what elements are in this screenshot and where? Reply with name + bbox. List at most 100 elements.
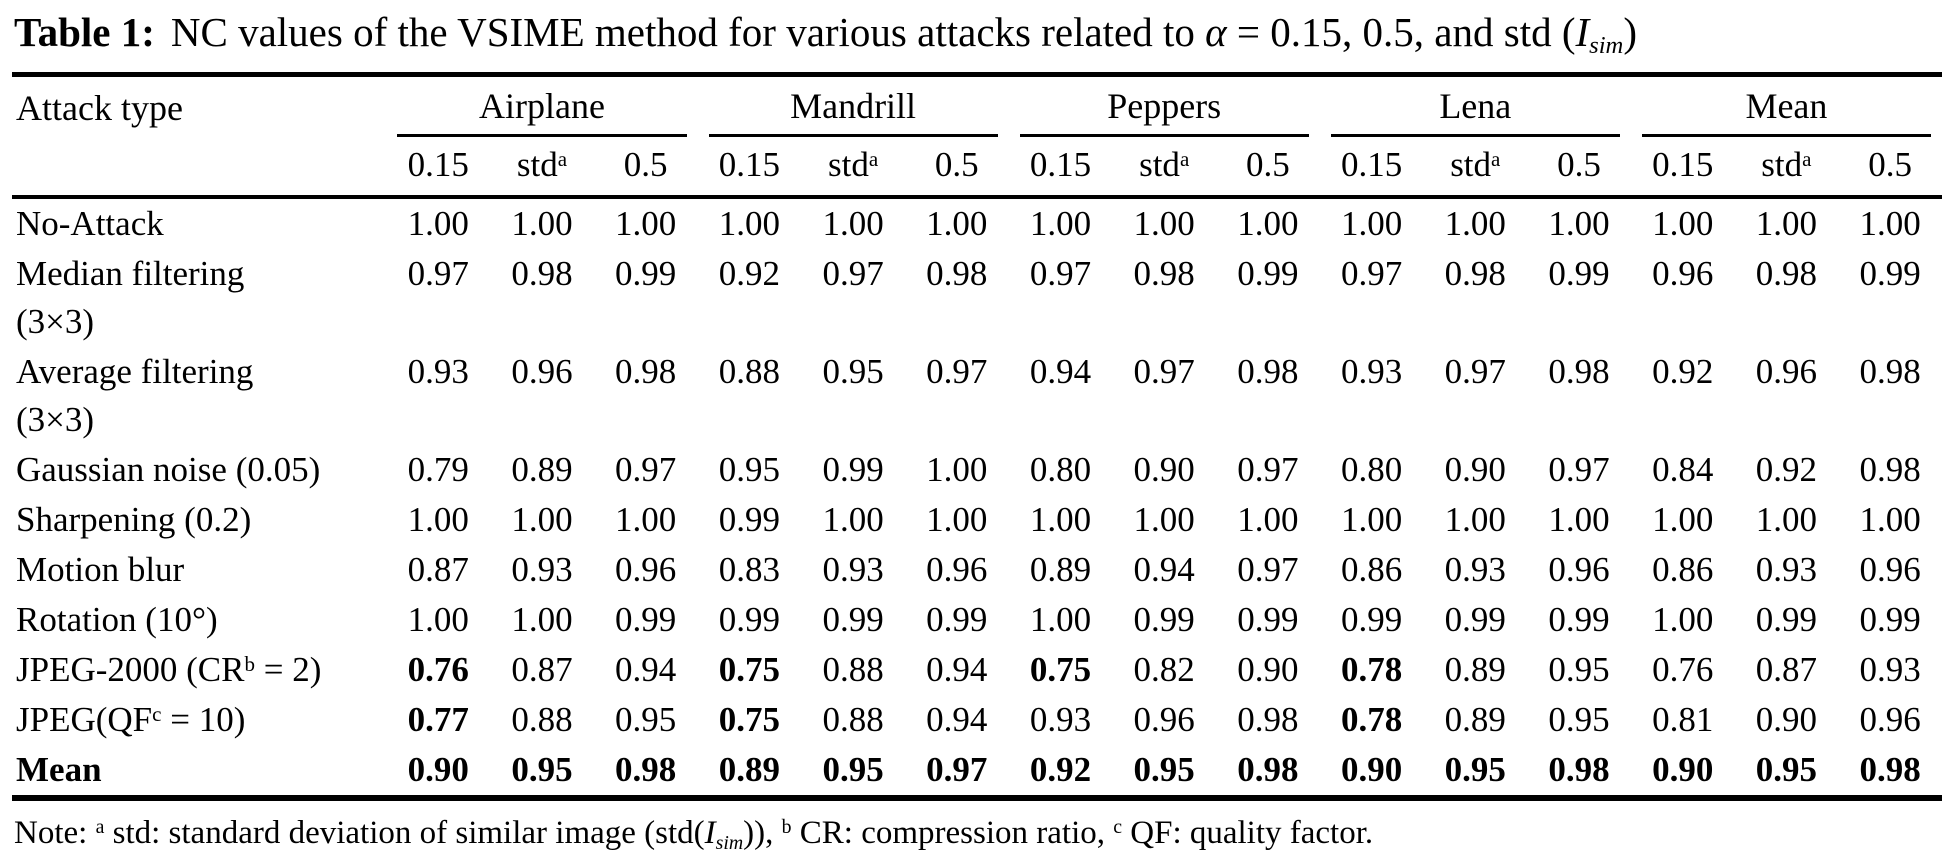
text-segment: ) (1623, 9, 1637, 55)
subcol-header: 0.5 (593, 137, 698, 199)
subcol-header: 0.15 (1008, 137, 1113, 199)
nc-value-cell: 0.95 (1444, 750, 1506, 789)
text-segment: 0.5 (1557, 145, 1601, 184)
nc-value-cell: 0.78 (1340, 650, 1403, 689)
nc-value-cell: 0.99 (822, 450, 884, 489)
nc-value-cell: 0.99 (1859, 600, 1921, 639)
nc-value-cell: 0.92 (1755, 450, 1818, 489)
nc-value-cell: 0.83 (718, 550, 780, 589)
nc-value-cell: 0.97 (926, 352, 988, 391)
text-segment: Motion blur (16, 550, 185, 589)
nc-value-cell: 0.97 (1444, 352, 1506, 391)
text-segment: b (244, 651, 256, 676)
attack-type-cell: Mean (12, 745, 386, 798)
text-segment: (3×3) (16, 400, 95, 439)
col-group-label: Mean (1641, 85, 1931, 137)
nc-value-cell: 0.98 (615, 352, 677, 391)
attack-type-cell: JPEG(QFc = 10) (12, 695, 386, 745)
nc-value-cell: 0.98 (1548, 750, 1610, 789)
nc-value-cell: 0.90 (1652, 750, 1714, 789)
nc-value-cell: 0.80 (1029, 450, 1092, 489)
text-segment: Sharpening (0.2) (16, 500, 252, 539)
nc-value-cell: 0.86 (1652, 550, 1714, 589)
nc-value-cell: 0.95 (822, 750, 884, 789)
text-segment: a (1802, 146, 1812, 171)
nc-value-cell: 0.95 (822, 352, 884, 391)
nc-value-cell: 0.89 (1444, 650, 1506, 689)
nc-value-cell: 1.00 (615, 204, 677, 243)
attack-type-cell: Rotation (10°) (12, 595, 386, 645)
text-segment: a (868, 146, 879, 171)
text-segment: = 10) (161, 700, 246, 739)
attack-type-cell: Median filtering (3×3) (12, 249, 386, 347)
table-row: Average filtering (3×3) 0.93 0.96 0.98 0.88 0.… (12, 347, 1942, 445)
text-segment: std (1139, 145, 1180, 184)
nc-value-cell: 1.00 (1548, 500, 1610, 539)
nc-value-cell: 1.00 (1340, 500, 1403, 539)
nc-value-cell: 0.87 (511, 650, 573, 689)
nc-value-cell: 0.93 (1859, 650, 1921, 689)
text-segment: a (557, 146, 568, 171)
nc-value-cell: 0.97 (1237, 550, 1299, 589)
nc-value-cell: 0.98 (1859, 450, 1921, 489)
subcol-header: stda (1423, 137, 1528, 199)
nc-value-cell: 0.96 (1548, 550, 1610, 589)
nc-value-cell: 0.82 (1133, 650, 1195, 689)
table-body: No-Attack 1.00 1.00 1.00 1.00 1.00 1.00 1.00 1.0… (12, 197, 1942, 798)
nc-value-cell: 0.95 (615, 700, 677, 739)
attack-type-cell: JPEG-2000 (CRb = 2) (12, 645, 386, 695)
nc-value-cell: 1.00 (407, 600, 469, 639)
nc-value-cell: 0.99 (615, 600, 677, 639)
nc-value-cell: 1.00 (1859, 204, 1921, 243)
subcol-header: 0.15 (386, 137, 491, 199)
nc-value-cell: 0.76 (1652, 650, 1714, 689)
nc-value-cell: 0.99 (1133, 600, 1195, 639)
text-segment: std (1761, 145, 1803, 184)
nc-value-cell: 0.92 (718, 254, 780, 293)
col-group-label: Airplane (397, 85, 687, 137)
text-segment: 0.5 (934, 145, 979, 184)
text-segment: Mean (16, 750, 102, 789)
subcol-header: 0.15 (697, 137, 802, 199)
attack-type-cell: Motion blur (12, 545, 386, 595)
text-segment: I (704, 815, 716, 851)
text-segment: = 2) (255, 650, 322, 689)
nc-value-cell: 1.00 (511, 600, 573, 639)
nc-value-cell: 0.98 (511, 254, 573, 293)
nc-value-cell: 1.00 (1548, 204, 1610, 243)
nc-value-cell: 0.95 (1755, 750, 1818, 789)
nc-value-cell: 1.00 (1755, 204, 1818, 243)
text-segment: 0.15 (1340, 145, 1403, 184)
nc-value-cell: 1.00 (1029, 500, 1092, 539)
nc-value-cell: 0.98 (1237, 700, 1299, 739)
text-segment: 0.15 (1652, 145, 1714, 184)
nc-value-cell: 0.89 (511, 450, 573, 489)
text-segment: Median filtering (16, 254, 245, 293)
attack-type-cell: Average filtering (3×3) (12, 347, 386, 445)
nc-value-cell: 0.95 (718, 450, 780, 489)
nc-value-cell: 0.99 (1859, 254, 1921, 293)
text-segment: 0.5 (1868, 145, 1912, 184)
nc-values-table: Attack type Airplane Mandrill Peppers Lena Me… (12, 72, 1942, 801)
nc-value-cell: 0.98 (1859, 352, 1921, 391)
nc-value-cell: 0.98 (1548, 352, 1610, 391)
nc-value-cell: 0.98 (1133, 254, 1195, 293)
nc-value-cell: 0.86 (1340, 550, 1403, 589)
nc-value-cell: 1.00 (1444, 204, 1506, 243)
nc-value-cell: 0.89 (1444, 700, 1506, 739)
nc-value-cell: 1.00 (822, 204, 884, 243)
nc-value-cell: 0.84 (1652, 450, 1714, 489)
nc-value-cell: 0.99 (1340, 600, 1403, 639)
nc-value-cell: 0.78 (1340, 700, 1403, 739)
subcol-header: 0.5 (1527, 137, 1631, 199)
subcol-header: 0.5 (904, 137, 1009, 199)
nc-value-cell: 0.87 (407, 550, 469, 589)
nc-value-cell: 0.90 (1237, 650, 1299, 689)
table-row: JPEG(QFc = 10) 0.77 0.88 0.95 0.75 0.88 0.94 0.… (12, 695, 1942, 745)
nc-value-cell: 0.96 (1755, 352, 1818, 391)
nc-value-cell: 0.98 (1859, 750, 1921, 789)
nc-value-cell: 1.00 (926, 450, 988, 489)
nc-value-cell: 0.96 (615, 550, 677, 589)
text-segment: 0.15 (407, 145, 469, 184)
nc-value-cell: 0.93 (822, 550, 884, 589)
